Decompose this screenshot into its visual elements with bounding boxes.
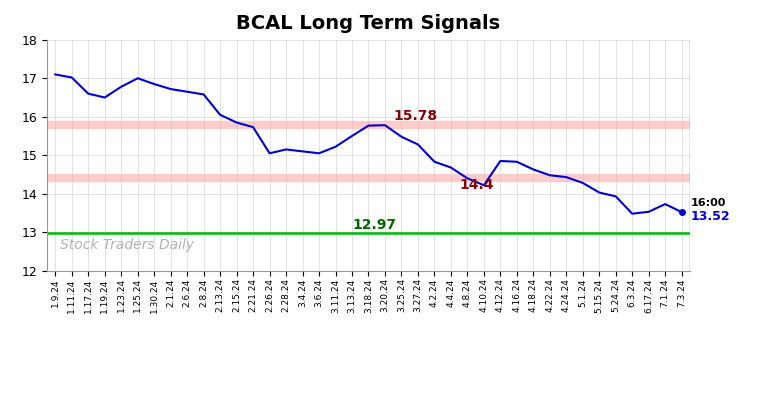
Text: Stock Traders Daily: Stock Traders Daily xyxy=(60,238,194,252)
Text: 16:00: 16:00 xyxy=(691,198,726,208)
Text: 13.52: 13.52 xyxy=(691,210,730,223)
Text: 14.4: 14.4 xyxy=(459,178,494,192)
Title: BCAL Long Term Signals: BCAL Long Term Signals xyxy=(237,14,500,33)
Text: 12.97: 12.97 xyxy=(352,218,396,232)
Text: 15.78: 15.78 xyxy=(394,109,437,123)
